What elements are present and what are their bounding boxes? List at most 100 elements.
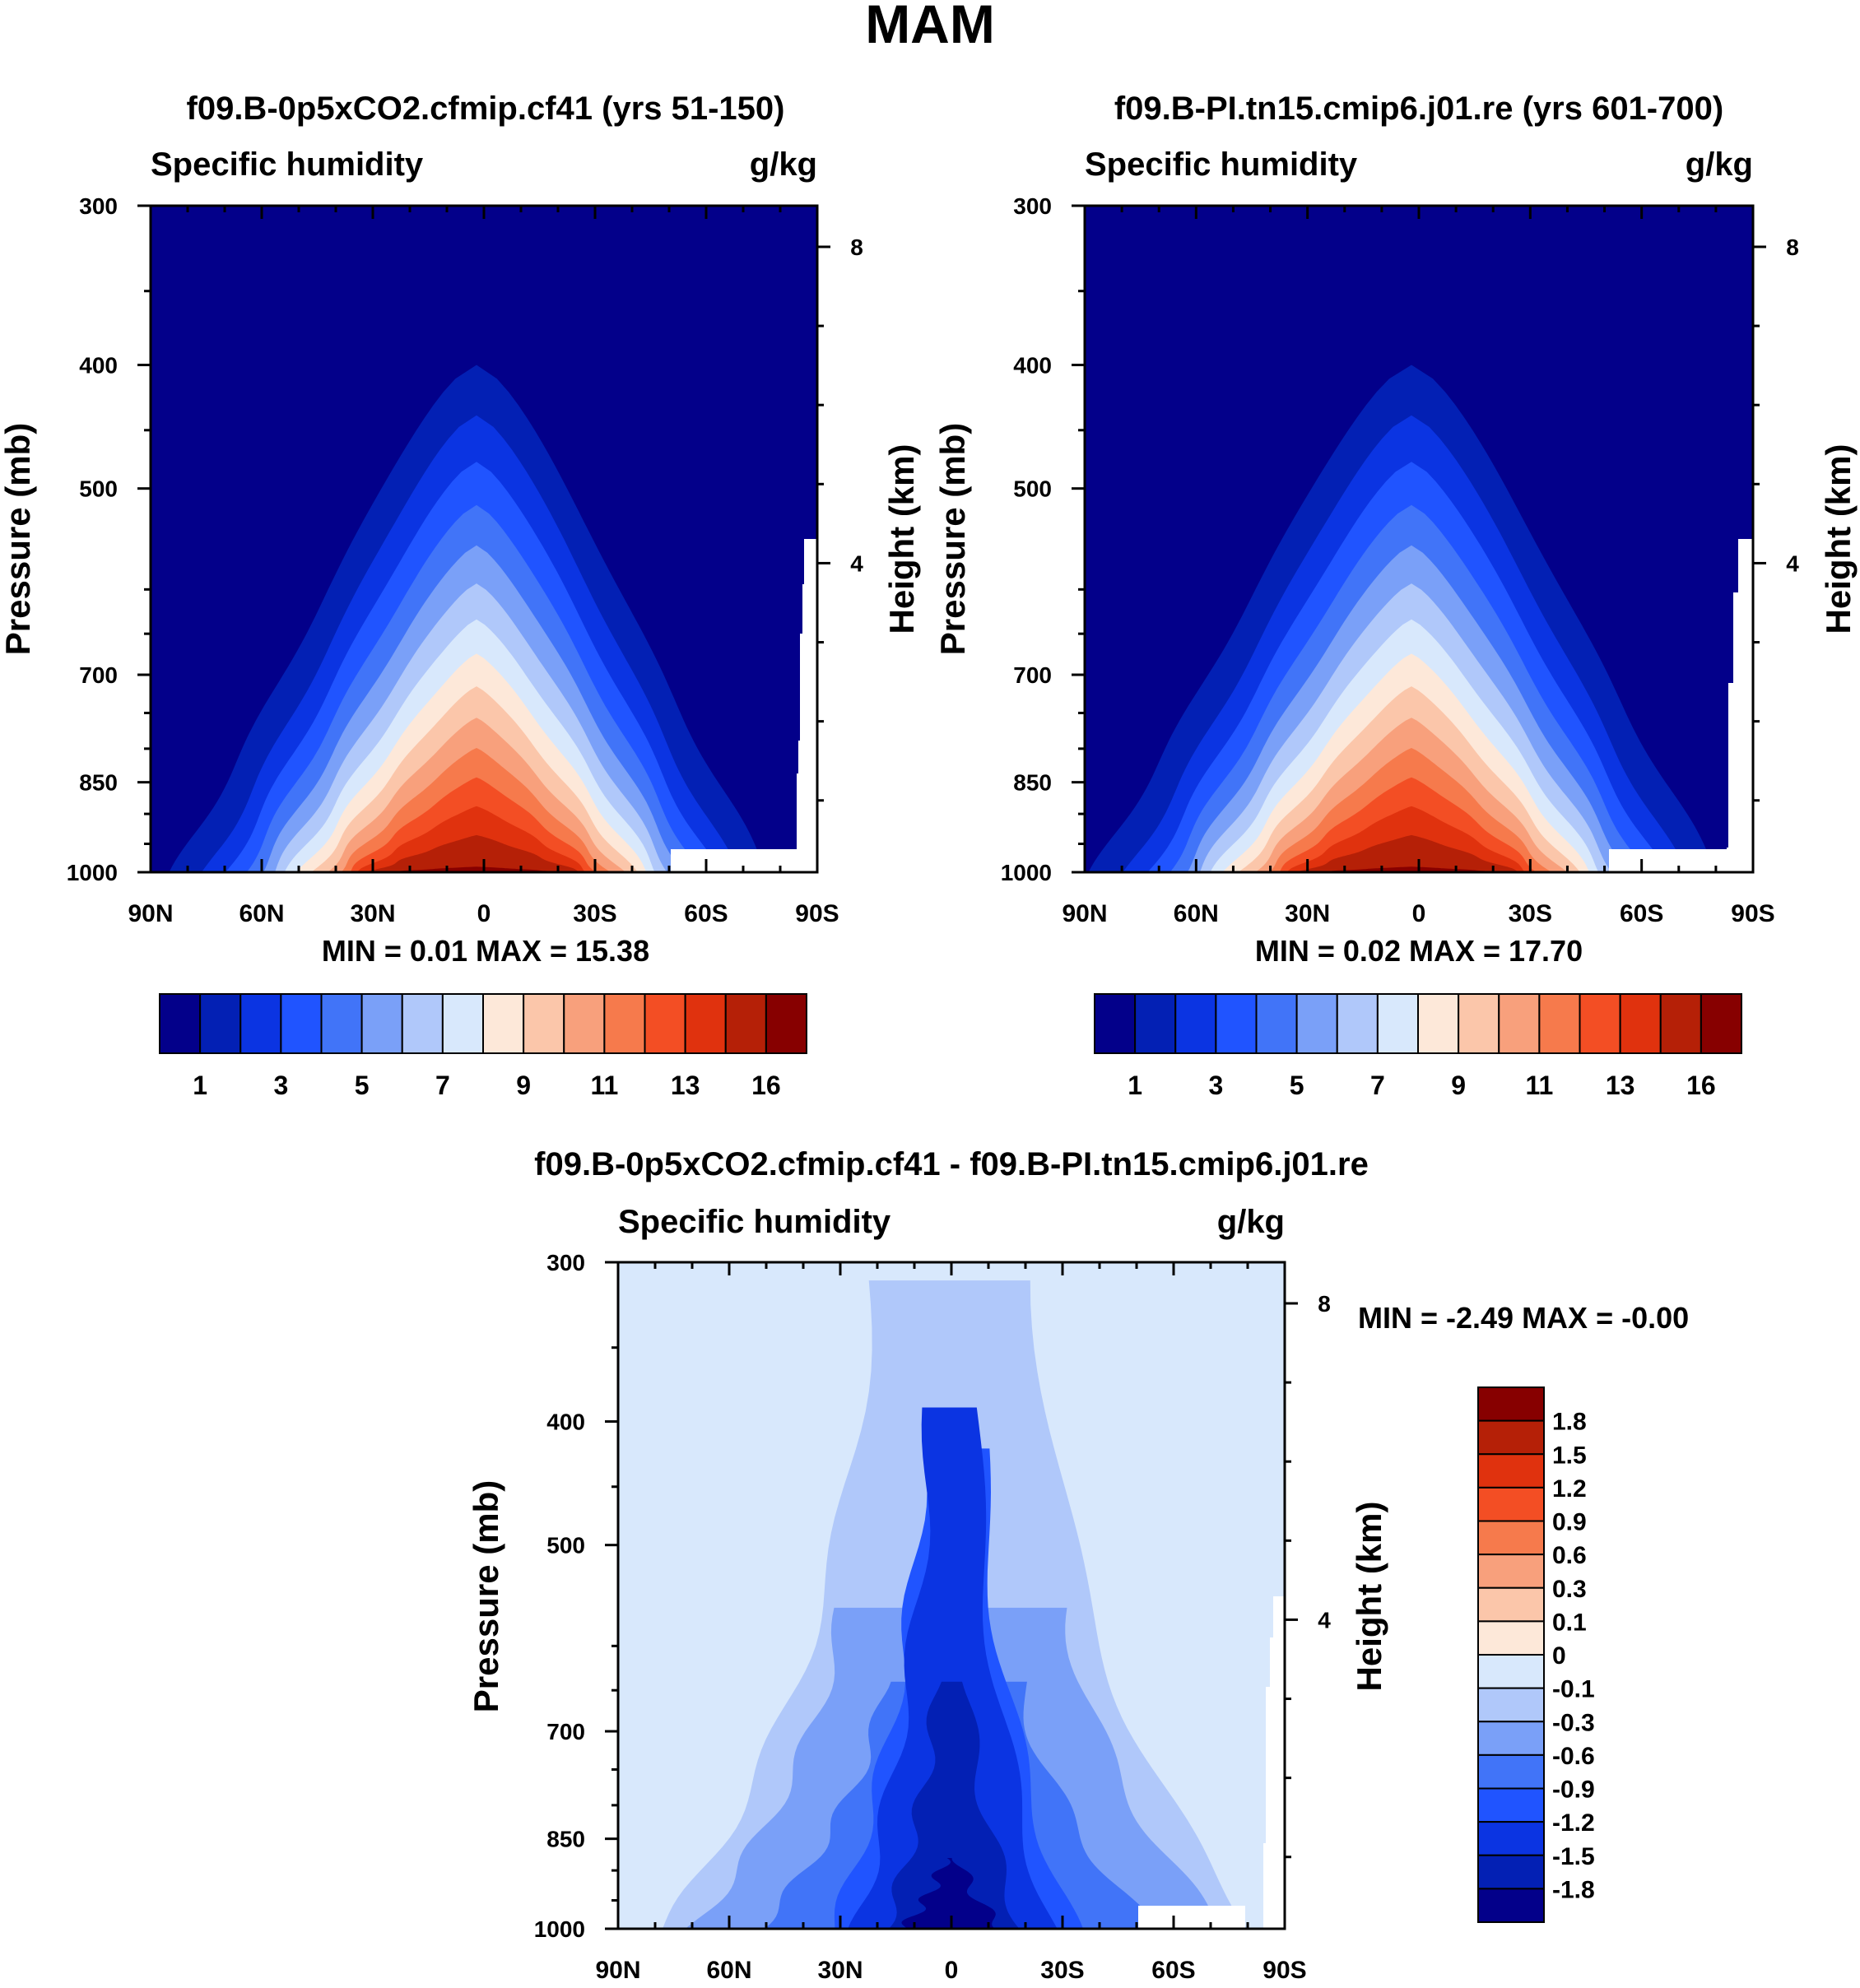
colorbar-box xyxy=(603,993,646,1054)
p-tick-label: 300 xyxy=(546,1250,585,1275)
panel-right-variable-label: Specific humidity xyxy=(1085,146,1358,183)
colorbar-label: -0.9 xyxy=(1552,1777,1595,1804)
panel-diff-variable-label: Specific humidity xyxy=(618,1204,891,1240)
panel-left-missing-data xyxy=(671,539,817,872)
colorbar-label: -0.1 xyxy=(1552,1676,1595,1703)
p-tick-label: 400 xyxy=(79,353,118,379)
contour-band-level-15 xyxy=(377,866,573,872)
colorbar-box xyxy=(1477,1654,1545,1689)
x-tick-label: 90S xyxy=(1731,900,1774,927)
colorbar-box xyxy=(1477,1854,1545,1890)
panel-right-units-label: g/kg xyxy=(1686,146,1753,183)
p-tick-label: 300 xyxy=(1013,193,1052,219)
panel-left-variable-label: Specific humidity xyxy=(151,146,424,183)
panel-right-ylabel-right: Height (km) xyxy=(1819,444,1858,634)
colorbar-box xyxy=(280,993,323,1054)
panel-diff-ylabel: Pressure (mb) xyxy=(467,1480,505,1712)
panel-left-min-max: MIN = 0.01 MAX = 15.38 xyxy=(322,934,649,968)
colorbar-label: -1.5 xyxy=(1552,1843,1595,1870)
p-tick-label: 400 xyxy=(1013,353,1052,379)
panel-left-colorbar: 1 3 5 7 9 11 13 16 xyxy=(159,993,807,1100)
colorbar-label: 1 xyxy=(1128,1071,1142,1100)
colorbar-box xyxy=(1477,1386,1545,1422)
colorbar-box xyxy=(1477,1753,1545,1790)
p-tick-label: 300 xyxy=(79,193,118,219)
x-tick-label: 30N xyxy=(817,1957,863,1984)
colorbar-label: 16 xyxy=(751,1071,781,1100)
colorbar-box xyxy=(1417,993,1460,1054)
x-tick-label: 0 xyxy=(1412,900,1426,927)
panel-diff: f09.B-0p5xCO2.cfmip.cf41 - f09.B-PI.tn15… xyxy=(467,1146,1689,1984)
panel-diff-ylabel-right: Height (km) xyxy=(1350,1502,1388,1692)
x-tick-label: 60N xyxy=(706,1957,751,1984)
x-tick-label: 90N xyxy=(595,1957,640,1984)
colorbar-label: 9 xyxy=(516,1071,531,1100)
colorbar-label: 7 xyxy=(1370,1071,1385,1100)
colorbar-label: 1.8 xyxy=(1552,1409,1587,1436)
panel-diff-units-label: g/kg xyxy=(1217,1204,1285,1240)
colorbar-label: 0.1 xyxy=(1552,1609,1587,1636)
colorbar-label: 0.6 xyxy=(1552,1542,1587,1569)
h-tick-label: 8 xyxy=(1318,1291,1331,1317)
h-tick-label: 8 xyxy=(1786,235,1799,260)
h-tick-label: 4 xyxy=(850,550,863,576)
x-tick-label: 60N xyxy=(239,900,284,927)
h-tick-label: 8 xyxy=(850,235,863,260)
colorbar-box xyxy=(563,993,606,1054)
colorbar-label: -1.8 xyxy=(1552,1876,1595,1903)
p-tick-label: 500 xyxy=(79,476,118,502)
x-tick-label: 0 xyxy=(477,900,491,927)
colorbar-box xyxy=(1477,1486,1545,1522)
colorbar-box xyxy=(1477,1419,1545,1456)
panel-diff-axes: 90N 60N 30N 0 30S 60S 90S 300 400 500 700 850 1000 8 4 xyxy=(534,1250,1332,1984)
colorbar-label: 9 xyxy=(1451,1071,1466,1100)
colorbar-box xyxy=(441,993,484,1054)
colorbar-label: 5 xyxy=(1290,1071,1304,1100)
colorbar-label: 11 xyxy=(1525,1071,1553,1100)
panel-right-contours xyxy=(1088,365,1718,872)
x-tick-label: 60S xyxy=(684,900,728,927)
panel-left-ylabel: Pressure (mb) xyxy=(0,423,37,655)
contour-band-1 xyxy=(888,1681,1020,1929)
colorbar-box xyxy=(1295,993,1338,1054)
colorbar-label: 1 xyxy=(193,1071,207,1100)
x-tick-label: 60S xyxy=(1620,900,1663,927)
colorbar-box xyxy=(684,993,727,1054)
panel-left-axes: 90N 60N 30N 0 30S 60S 90S 300 400 500 700 850 1000 8 4 xyxy=(67,193,864,927)
p-tick-label: 500 xyxy=(1013,476,1052,502)
panel-diff-missing-data xyxy=(1138,1596,1285,1929)
contour-band-level-14 xyxy=(1295,834,1518,872)
p-tick-label: 1000 xyxy=(67,860,118,885)
x-tick-label: 30S xyxy=(573,900,616,927)
colorbar-box xyxy=(1477,1721,1545,1756)
colorbar-label: 16 xyxy=(1686,1071,1716,1100)
colorbar-box xyxy=(1458,993,1500,1054)
colorbar-box xyxy=(1477,1453,1545,1489)
colorbar-box xyxy=(159,993,202,1054)
p-tick-label: 850 xyxy=(546,1827,585,1852)
colorbar-box xyxy=(1538,993,1581,1054)
colorbar-label: 0.9 xyxy=(1552,1509,1587,1536)
colorbar-box xyxy=(199,993,242,1054)
colorbar-label: 1.2 xyxy=(1552,1475,1587,1503)
colorbar-box xyxy=(724,993,767,1054)
colorbar-box xyxy=(1477,1787,1545,1823)
colorbar-box xyxy=(1376,993,1419,1054)
colorbar-box xyxy=(1659,993,1702,1054)
x-tick-label: 30S xyxy=(1040,1957,1084,1984)
panel-left-contours xyxy=(169,365,769,872)
colorbar-label: 0.3 xyxy=(1552,1576,1587,1603)
contour-band-0 xyxy=(901,1858,996,1929)
p-tick-label: 700 xyxy=(1013,662,1052,688)
colorbar-box xyxy=(1477,1586,1545,1623)
contour-band-level-14 xyxy=(365,834,579,872)
colorbar-box xyxy=(1255,993,1298,1054)
colorbar-box xyxy=(644,993,686,1054)
colorbar-box xyxy=(1579,993,1621,1054)
p-tick-label: 850 xyxy=(1013,770,1052,796)
panel-left: f09.B-0p5xCO2.cfmip.cf41 (yrs 51-150) Sp… xyxy=(0,91,921,1100)
x-tick-label: 30S xyxy=(1509,900,1552,927)
panel-diff-contours xyxy=(663,1280,1248,1929)
colorbar-box xyxy=(360,993,403,1054)
colorbar-label: 3 xyxy=(1208,1071,1223,1100)
